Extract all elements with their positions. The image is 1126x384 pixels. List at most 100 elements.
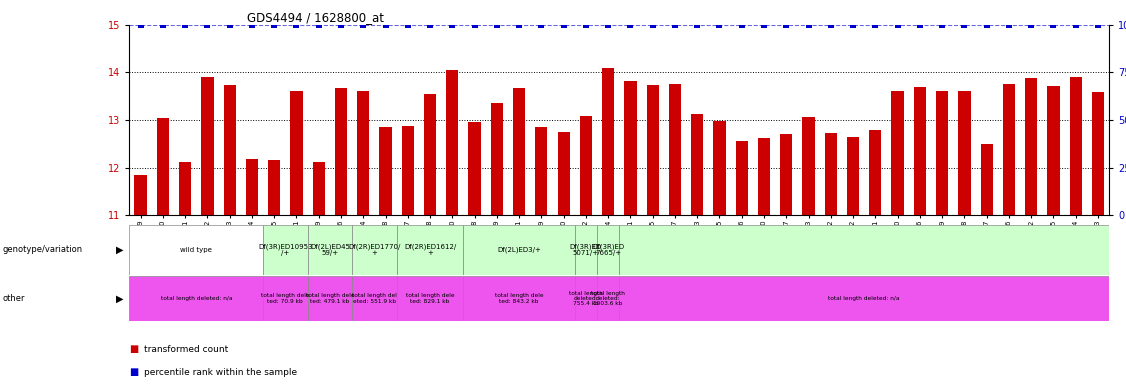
Text: total length
deleted:
1003.6 kb: total length deleted: 1003.6 kb xyxy=(591,291,625,306)
Bar xyxy=(129,276,263,321)
Point xyxy=(622,22,640,28)
Text: ■: ■ xyxy=(129,367,138,377)
Bar xyxy=(402,126,414,215)
Text: genotype/variation: genotype/variation xyxy=(2,245,82,254)
Bar xyxy=(396,276,464,321)
Bar xyxy=(780,134,793,215)
Text: total length dele
ted: 70.9 kb: total length dele ted: 70.9 kb xyxy=(261,293,310,304)
Text: transformed count: transformed count xyxy=(144,345,229,354)
Text: ■: ■ xyxy=(129,344,138,354)
Bar xyxy=(669,84,681,215)
Point xyxy=(822,22,840,28)
Bar xyxy=(245,159,258,215)
Point xyxy=(799,22,817,28)
Point xyxy=(332,22,350,28)
Bar xyxy=(157,118,169,215)
Text: ▶: ▶ xyxy=(116,245,124,255)
Bar xyxy=(1070,77,1082,215)
Bar xyxy=(619,225,1109,275)
Bar xyxy=(869,131,882,215)
Bar xyxy=(379,127,392,215)
Point xyxy=(711,22,729,28)
Bar xyxy=(958,91,971,215)
Bar xyxy=(1047,86,1060,215)
Text: Df(2L)ED45
59/+: Df(2L)ED45 59/+ xyxy=(310,243,350,256)
Bar xyxy=(913,87,926,215)
Bar xyxy=(646,85,659,215)
Bar xyxy=(574,225,597,275)
Point xyxy=(444,22,462,28)
Bar xyxy=(129,225,263,275)
Text: percentile rank within the sample: percentile rank within the sample xyxy=(144,368,297,377)
Bar xyxy=(714,121,725,215)
Point xyxy=(955,22,973,28)
Text: other: other xyxy=(2,294,25,303)
Point xyxy=(243,22,261,28)
Point xyxy=(198,22,216,28)
Point xyxy=(911,22,929,28)
Point xyxy=(310,22,328,28)
Bar xyxy=(619,276,1109,321)
Bar xyxy=(464,276,574,321)
Bar xyxy=(1092,93,1105,215)
Point xyxy=(644,22,662,28)
Point xyxy=(688,22,706,28)
Bar xyxy=(624,81,636,215)
Text: Df(3R)ED10953
/+: Df(3R)ED10953 /+ xyxy=(258,243,313,256)
Bar xyxy=(557,132,570,215)
Bar xyxy=(263,276,307,321)
Bar xyxy=(357,91,369,215)
Bar xyxy=(334,88,347,215)
Bar xyxy=(468,122,481,215)
Bar xyxy=(513,88,525,215)
Point xyxy=(844,22,863,28)
Point xyxy=(1022,22,1040,28)
Point xyxy=(866,22,884,28)
Point xyxy=(510,22,528,28)
Bar xyxy=(423,94,436,215)
Point xyxy=(287,22,305,28)
Bar xyxy=(981,144,993,215)
Bar xyxy=(691,114,704,215)
Bar xyxy=(179,162,191,215)
Text: GDS4494 / 1628800_at: GDS4494 / 1628800_at xyxy=(247,11,384,24)
Bar xyxy=(758,138,770,215)
Point xyxy=(1089,22,1107,28)
Point xyxy=(465,22,483,28)
Bar xyxy=(446,70,458,215)
Bar xyxy=(313,162,325,215)
Point xyxy=(665,22,683,28)
Bar xyxy=(803,117,815,215)
Bar xyxy=(268,161,280,215)
Text: Df(2R)ED1612/
+: Df(2R)ED1612/ + xyxy=(404,243,456,256)
Text: wild type: wild type xyxy=(180,247,212,253)
Point xyxy=(355,22,373,28)
Point xyxy=(154,22,172,28)
Point xyxy=(1066,22,1084,28)
Bar xyxy=(202,77,214,215)
Point xyxy=(533,22,551,28)
Bar xyxy=(352,225,396,275)
Text: Df(3R)ED
7665/+: Df(3R)ED 7665/+ xyxy=(592,243,624,256)
Text: Df(2L)ED3/+: Df(2L)ED3/+ xyxy=(498,247,542,253)
Bar xyxy=(1025,78,1037,215)
Bar xyxy=(464,225,574,275)
Text: total length dele
ted: 479.1 kb: total length dele ted: 479.1 kb xyxy=(305,293,355,304)
Bar xyxy=(597,276,619,321)
Text: total length
deleted:
755.4 kb: total length deleted: 755.4 kb xyxy=(569,291,602,306)
Point xyxy=(888,22,906,28)
Bar xyxy=(134,175,146,215)
Bar xyxy=(847,137,859,215)
Point xyxy=(577,22,595,28)
Point xyxy=(599,22,617,28)
Point xyxy=(132,22,150,28)
Bar xyxy=(396,225,464,275)
Point xyxy=(1000,22,1018,28)
Point xyxy=(733,22,751,28)
Point xyxy=(756,22,774,28)
Point xyxy=(1045,22,1063,28)
Bar xyxy=(291,91,303,215)
Point xyxy=(777,22,795,28)
Bar xyxy=(824,133,837,215)
Bar xyxy=(491,103,503,215)
